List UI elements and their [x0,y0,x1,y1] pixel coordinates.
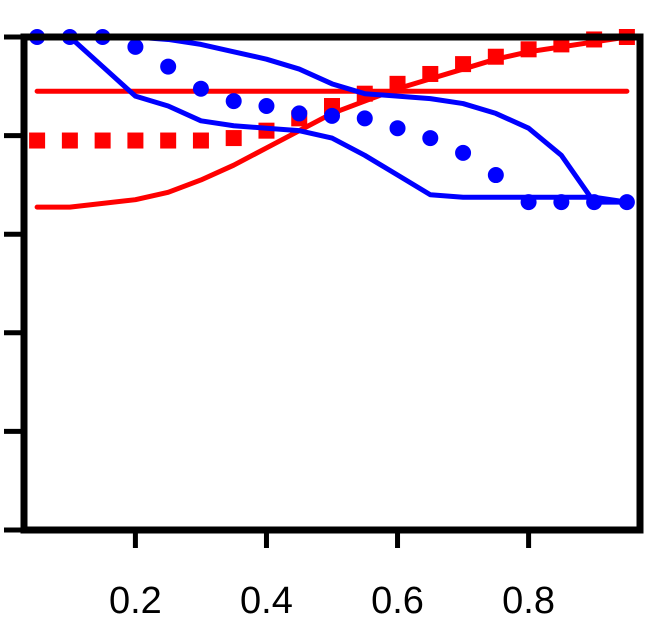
series-point-dot-blue-10 [356,110,373,127]
series-point-dot-blue-6 [225,93,242,110]
series-point-dot-blue-15 [520,194,537,211]
series-point-square-red-6 [225,130,242,147]
series-point-square-red-5 [192,132,209,149]
series-point-dot-blue-3 [127,38,144,55]
series-point-square-red-1 [61,132,78,149]
series-point-square-red-14 [487,48,504,65]
series-point-square-red-4 [160,132,177,149]
series-point-dot-blue-12 [422,130,439,147]
series-point-dot-blue-16 [553,194,570,211]
series-point-square-red-13 [455,56,472,73]
x-tick-label-3: 0.8 [502,580,555,622]
series-point-dot-blue-13 [455,144,472,161]
series-point-square-red-0 [29,132,46,149]
series-point-dot-blue-11 [389,120,406,137]
series-point-square-red-3 [127,132,144,149]
series-point-square-red-15 [520,41,537,58]
series-point-dot-blue-17 [586,194,603,211]
plot-frame [20,33,644,534]
series-point-dot-blue-4 [160,58,177,75]
series-point-dot-blue-18 [618,194,635,211]
x-tick-label-2: 0.6 [371,580,424,622]
axes-layer: 0.2 0.4 0.6 0.8 [4,33,644,622]
series-point-dot-blue-9 [324,107,340,124]
series-point-dot-blue-5 [192,80,209,97]
series-point-dot-blue-14 [487,167,504,184]
x-tick-label-1: 0.4 [240,580,293,622]
x-tick-label-0: 0.2 [109,580,162,622]
series-point-dot-blue-8 [291,105,308,122]
series-point-square-red-2 [94,132,111,149]
series-point-dot-blue-7 [258,98,275,115]
series-point-square-red-12 [422,65,439,82]
series-point-square-red-11 [389,75,406,92]
